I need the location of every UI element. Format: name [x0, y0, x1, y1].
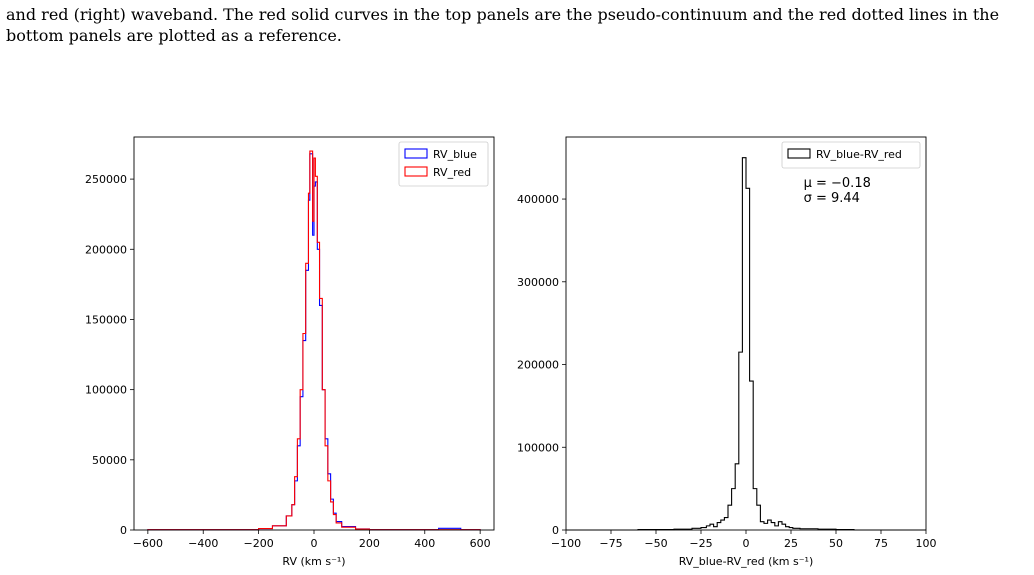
x-tick-label: 75: [874, 537, 888, 550]
legend-label: RV_blue-RV_red: [816, 148, 902, 161]
x-tick-label: 400: [414, 537, 435, 550]
x-tick-label: 200: [359, 537, 380, 550]
x-axis-label: RV_blue-RV_red (km s⁻¹): [679, 555, 814, 568]
y-tick-label: 100000: [85, 384, 127, 397]
y-tick-label: 200000: [517, 359, 559, 372]
legend-swatch: [787, 148, 811, 159]
histogram-series-RV_red: [147, 150, 481, 531]
x-tick-label: −600: [133, 537, 163, 550]
x-tick-label: 25: [784, 537, 798, 550]
legend-swatch: [404, 166, 428, 177]
legend-swatch: [404, 148, 428, 159]
y-tick-label: 150000: [85, 313, 127, 326]
y-tick-label: 400000: [517, 193, 559, 206]
figure-caption: and red (right) waveband. The red solid …: [6, 4, 1030, 46]
y-tick-label: 200000: [85, 243, 127, 256]
x-tick-label: 50: [829, 537, 843, 550]
right-histogram-panel: −100 −75 −50 −25 0 25 50 75 100 0 100000 200000 3000…: [517, 136, 937, 568]
histogram-series-RV_blue-RV_red: [566, 157, 926, 531]
plot-frame: [565, 136, 927, 531]
y-tick-label: 0: [120, 524, 127, 537]
caption-line-1: and red (right) waveband. The red solid …: [6, 5, 1000, 24]
x-tick-label: 0: [311, 537, 318, 550]
mu-annotation: μ = −0.18: [804, 176, 871, 191]
y-tick-label: 50000: [92, 454, 127, 467]
left-histogram-panel: −600 −400 −200 0 200 400 600 0 50000 100000 150000…: [85, 136, 495, 568]
legend-label: RV_blue: [433, 148, 477, 161]
y-tick-label: 0: [552, 524, 559, 537]
legend-label: RV_red: [433, 166, 471, 179]
legend-box: [781, 141, 921, 169]
y-tick-label: 300000: [517, 276, 559, 289]
y-tick-label: 250000: [85, 173, 127, 186]
x-tick-label: −100: [551, 537, 581, 550]
legend-box: [398, 141, 489, 187]
x-tick-label: 100: [916, 537, 937, 550]
y-tick-label: 100000: [517, 441, 559, 454]
caption-line-2: bottom panels are plotted as a reference…: [6, 26, 342, 45]
x-tick-label: −400: [188, 537, 218, 550]
x-tick-label: −75: [599, 537, 622, 550]
x-axis-label: RV (km s⁻¹): [282, 555, 345, 568]
x-tick-label: 600: [470, 537, 491, 550]
x-tick-label: −50: [644, 537, 667, 550]
sigma-annotation: σ = 9.44: [804, 191, 860, 206]
x-tick-label: 0: [743, 537, 750, 550]
x-tick-label: −200: [244, 537, 274, 550]
x-tick-label: −25: [689, 537, 712, 550]
